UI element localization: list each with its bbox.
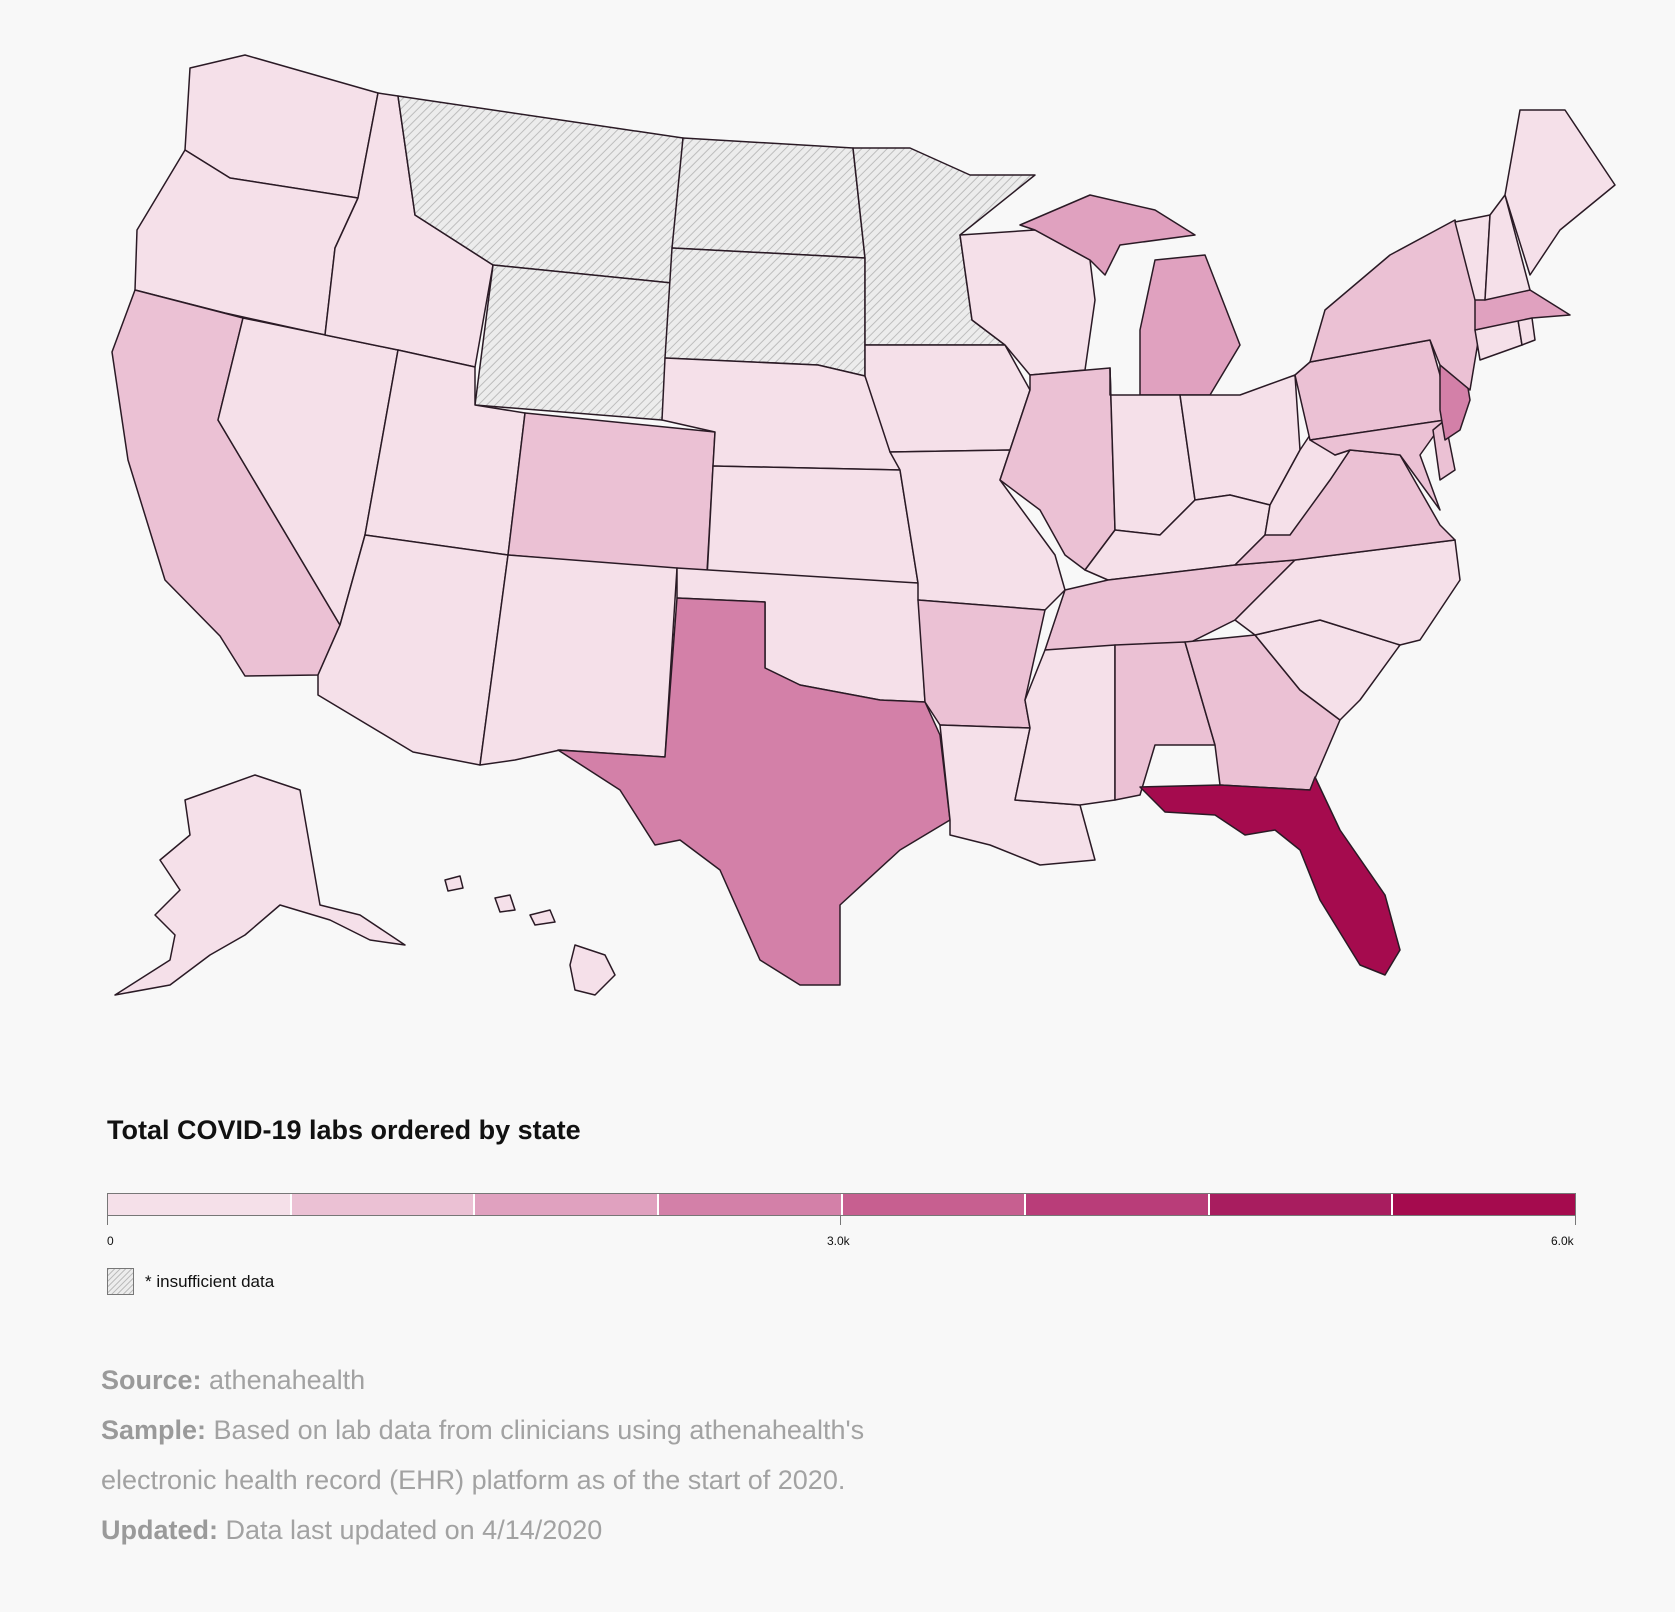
state-WY[interactable] — [474, 264, 673, 421]
footnotes: Source: athenahealth Sample: Based on la… — [101, 1355, 901, 1555]
legend-title: Total COVID-19 labs ordered by state — [107, 1115, 581, 1145]
scale-label-min: 0 — [107, 1234, 114, 1248]
scale-label-max: 6.0k — [1551, 1234, 1574, 1248]
state-CO[interactable] — [507, 412, 716, 573]
scale-tick-min — [107, 1216, 108, 1225]
state-IA[interactable] — [864, 344, 1031, 453]
scale-bin — [842, 1194, 1027, 1215]
state-NY[interactable] — [1309, 219, 1481, 391]
updated-text: Data last updated on 4/14/2020 — [218, 1515, 603, 1545]
scale-bin — [475, 1194, 659, 1215]
scale-bin — [1393, 1194, 1575, 1215]
scale-bin — [108, 1194, 292, 1215]
state-AK[interactable] — [114, 774, 406, 996]
source-label: Source: — [101, 1365, 202, 1395]
updated-label: Updated: — [101, 1515, 218, 1545]
state-DE[interactable] — [1432, 419, 1456, 481]
state-HI[interactable] — [444, 875, 616, 996]
source-line: Source: athenahealth — [101, 1355, 901, 1405]
color-scale-bar — [107, 1193, 1576, 1216]
us-choropleth-map — [111, 54, 1616, 996]
state-KS[interactable] — [706, 465, 919, 584]
state-SD[interactable] — [664, 247, 866, 377]
state-NM[interactable] — [479, 554, 678, 766]
state-NH[interactable] — [1484, 194, 1531, 301]
state-TX[interactable] — [557, 597, 951, 986]
sample-label: Sample: — [101, 1415, 207, 1445]
scale-tick-mid — [840, 1216, 841, 1225]
source-text: athenahealth — [201, 1365, 366, 1395]
scale-label-mid: 3.0k — [827, 1234, 850, 1248]
state-ME[interactable] — [1504, 109, 1616, 276]
state-FL[interactable] — [1139, 776, 1401, 976]
scale-bin — [1209, 1194, 1394, 1215]
updated-line: Updated: Data last updated on 4/14/2020 — [101, 1505, 901, 1555]
sample-line: Sample: Based on lab data from clinician… — [101, 1405, 901, 1505]
scale-tick-max — [1575, 1216, 1576, 1225]
insufficient-data-label: * insufficient data — [145, 1272, 275, 1291]
scale-bin — [1026, 1194, 1210, 1215]
scale-bin — [291, 1194, 476, 1215]
scale-bin — [658, 1194, 843, 1215]
insufficient-data-swatch — [107, 1268, 134, 1295]
state-ND[interactable] — [671, 137, 866, 259]
sample-text: Based on lab data from clinicians using … — [101, 1415, 865, 1495]
